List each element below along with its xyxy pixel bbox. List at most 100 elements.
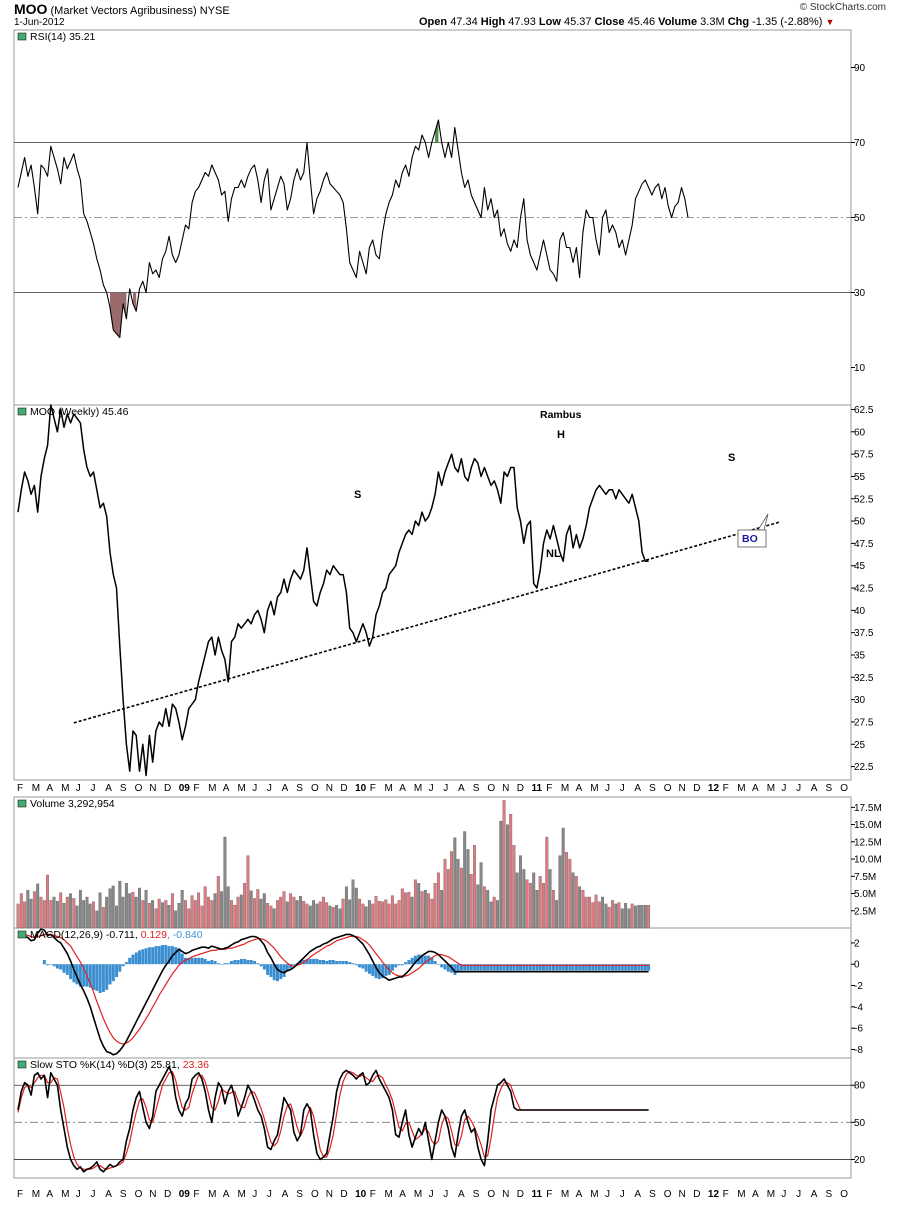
y-tick-label: 52.5 xyxy=(854,494,874,505)
y-tick-label: 15.0M xyxy=(854,820,882,831)
high-label: High xyxy=(480,16,506,28)
y-tick-label: 50 xyxy=(854,213,866,224)
volume-bar xyxy=(266,903,270,929)
volume-bar xyxy=(213,893,217,929)
macd-histogram-bar xyxy=(308,958,312,965)
volume-bar xyxy=(591,902,595,929)
volume-bar xyxy=(134,896,138,929)
x-axis-label: O xyxy=(135,783,143,794)
volume-bar xyxy=(519,855,522,929)
x-axis-label: J xyxy=(252,783,257,794)
volume-bar xyxy=(49,900,53,929)
macd-histogram-bar xyxy=(52,964,56,967)
macd-histogram-bar xyxy=(345,961,348,965)
x-axis-label: A xyxy=(399,1189,406,1200)
y-tick-label: 47.5 xyxy=(854,539,874,550)
volume-bar xyxy=(167,905,171,929)
macd-histogram-bar xyxy=(486,964,490,971)
y-tick-label: 57.5 xyxy=(854,450,874,461)
y-tick-label: -8 xyxy=(854,1045,863,1056)
volume-bar xyxy=(174,910,178,929)
x-axis-label: D xyxy=(517,783,524,794)
annotation-head: H xyxy=(557,429,565,441)
macd-histogram-bar xyxy=(121,964,125,967)
y-tick-label: 30 xyxy=(854,695,866,706)
sto-k-line xyxy=(17,1065,649,1173)
macd-histogram-bar xyxy=(118,964,122,972)
volume-bar xyxy=(588,896,591,929)
bo-callout-box xyxy=(737,529,767,548)
x-axis-label: M xyxy=(561,783,569,794)
volume-bar xyxy=(443,858,447,929)
volume-bar xyxy=(85,896,89,929)
macd-histogram-bar xyxy=(230,961,233,965)
macd-histogram-bar xyxy=(124,962,128,965)
macd-histogram-bar xyxy=(611,964,614,971)
macd-histogram-bar xyxy=(512,964,516,971)
volume-bar xyxy=(197,892,201,929)
x-axis-label: A xyxy=(811,783,818,794)
macd-histogram-bar xyxy=(236,960,240,965)
volume-bar xyxy=(614,903,618,929)
y-tick-label: 17.5M xyxy=(854,803,882,814)
volume-bar xyxy=(318,901,322,929)
volume-bar xyxy=(542,883,545,929)
x-axis-label: S xyxy=(649,1189,656,1200)
volume-bar xyxy=(111,885,115,929)
volume-bar xyxy=(131,891,135,929)
volume-bar xyxy=(348,899,352,929)
macd-histogram-bar xyxy=(440,964,444,968)
volume-bar xyxy=(335,905,339,929)
x-axis-label: 09 xyxy=(179,1189,191,1200)
macd-histogram-bar xyxy=(607,964,611,971)
sto-title: Slow STO %K(14) %D(3) 25.81, 23.36 xyxy=(30,1059,209,1071)
volume-bar xyxy=(279,896,283,929)
macd-histogram-bar xyxy=(328,960,332,965)
macd-histogram-bar xyxy=(62,964,66,973)
volume-bar xyxy=(52,896,56,929)
x-axis-label: N xyxy=(149,1189,156,1200)
volume-title: Volume 3,292,954 xyxy=(30,798,115,810)
volume-bar xyxy=(62,903,66,929)
volume-bar xyxy=(630,903,634,929)
volume-bar xyxy=(528,883,532,929)
x-axis-label: A xyxy=(458,783,465,794)
volume-bar xyxy=(397,900,401,929)
volume-bar xyxy=(489,901,493,929)
volume-bar xyxy=(453,837,457,929)
volume-bar xyxy=(105,896,109,929)
y-tick-label: 10 xyxy=(854,363,866,374)
volume-bar xyxy=(312,900,316,929)
x-axis-label: A xyxy=(46,1189,53,1200)
rsi-oversold-area xyxy=(110,292,127,338)
volume-bar xyxy=(210,900,214,929)
volume-bar xyxy=(551,889,555,929)
macd-histogram-bar xyxy=(285,964,289,972)
y-tick-label: -2 xyxy=(854,981,863,992)
volume-bar xyxy=(515,872,519,929)
x-axis-label: J xyxy=(91,783,96,794)
volume-bar xyxy=(19,893,23,929)
y-tick-label: 50 xyxy=(854,1118,866,1129)
volume-bar xyxy=(381,901,385,929)
volume-bar xyxy=(305,903,309,929)
volume-bar xyxy=(578,886,582,929)
macd-histogram-bar xyxy=(528,964,532,971)
volume-bar xyxy=(436,872,440,929)
macd-histogram-bar xyxy=(522,964,526,971)
y-tick-label: 2.5M xyxy=(854,906,876,917)
volume-bar xyxy=(246,855,250,929)
macd-histogram-bar xyxy=(643,964,647,971)
macd-histogram-bar xyxy=(49,964,53,965)
volume-bar xyxy=(23,901,27,929)
volume-bar xyxy=(292,896,296,929)
close-value: 45.46 xyxy=(627,16,656,28)
macd-histogram-bar xyxy=(630,964,634,971)
panel-frame-3 xyxy=(13,927,852,1059)
macd-histogram-bar xyxy=(519,964,522,971)
annotation-neckline: NL xyxy=(546,548,561,560)
x-axis-label: N xyxy=(149,783,156,794)
macd-histogram-bar xyxy=(407,960,411,965)
macd-histogram-bar xyxy=(614,964,618,971)
ticker-name: (Market Vectors Agribusiness) xyxy=(50,5,197,17)
